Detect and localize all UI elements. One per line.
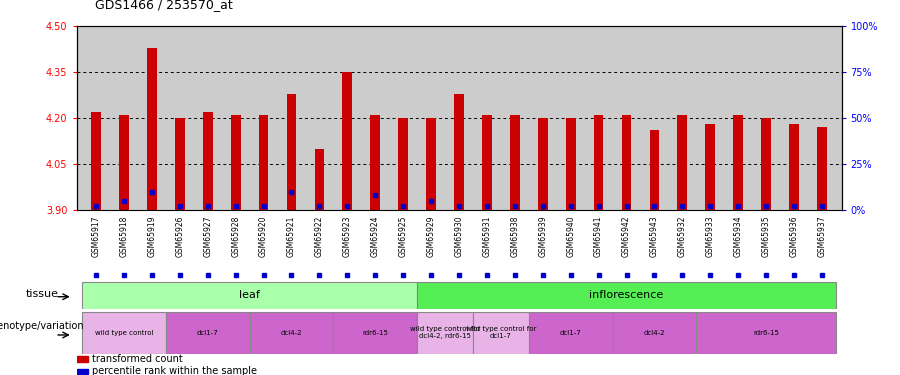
Bar: [333, 312, 417, 354]
Bar: [371, 115, 380, 210]
Bar: [473, 312, 529, 354]
Text: GSM65931: GSM65931: [482, 215, 491, 257]
Text: GSM65919: GSM65919: [148, 215, 157, 257]
Bar: [147, 48, 157, 210]
Bar: [613, 312, 697, 354]
Bar: [175, 118, 184, 210]
Bar: [76, 369, 88, 374]
Bar: [166, 312, 249, 354]
Bar: [417, 282, 836, 309]
Text: GSM65940: GSM65940: [566, 215, 575, 257]
Text: dcl1-7: dcl1-7: [197, 330, 219, 336]
Text: GSM65930: GSM65930: [454, 215, 464, 257]
Text: GDS1466 / 253570_at: GDS1466 / 253570_at: [94, 0, 232, 11]
Bar: [119, 115, 129, 210]
Bar: [230, 115, 240, 210]
Bar: [761, 118, 771, 210]
Bar: [258, 115, 268, 210]
Text: GSM65936: GSM65936: [789, 215, 798, 257]
Bar: [76, 356, 88, 362]
Text: GSM65922: GSM65922: [315, 215, 324, 257]
Text: rdr6-15: rdr6-15: [363, 330, 388, 336]
Bar: [697, 312, 836, 354]
Text: GSM65943: GSM65943: [650, 215, 659, 257]
Text: GSM65942: GSM65942: [622, 215, 631, 257]
Bar: [454, 94, 464, 210]
Bar: [529, 312, 613, 354]
Text: GSM65932: GSM65932: [678, 215, 687, 257]
Text: percentile rank within the sample: percentile rank within the sample: [92, 366, 256, 375]
Text: GSM65938: GSM65938: [510, 215, 519, 257]
Bar: [417, 312, 473, 354]
Bar: [91, 112, 101, 210]
Text: genotype/variation: genotype/variation: [0, 321, 85, 332]
Text: wild type control: wild type control: [94, 330, 153, 336]
Text: leaf: leaf: [239, 290, 260, 300]
Text: GSM65933: GSM65933: [706, 215, 715, 257]
Text: dcl4-2: dcl4-2: [281, 330, 302, 336]
Text: inflorescence: inflorescence: [590, 290, 663, 300]
Text: GSM65941: GSM65941: [594, 215, 603, 257]
Bar: [622, 115, 632, 210]
Bar: [817, 127, 827, 210]
Bar: [82, 282, 417, 309]
Text: wild type control for
dcl1-7: wild type control for dcl1-7: [465, 326, 536, 339]
Bar: [482, 115, 491, 210]
Bar: [249, 312, 333, 354]
Bar: [789, 124, 799, 210]
Text: GSM65939: GSM65939: [538, 215, 547, 257]
Bar: [202, 112, 212, 210]
Text: dcl1-7: dcl1-7: [560, 330, 581, 336]
Bar: [314, 149, 324, 210]
Bar: [538, 118, 547, 210]
Text: GSM65929: GSM65929: [427, 215, 436, 257]
Bar: [427, 118, 436, 210]
Text: GSM65918: GSM65918: [120, 215, 129, 257]
Text: GSM65927: GSM65927: [203, 215, 212, 257]
Text: GSM65920: GSM65920: [259, 215, 268, 257]
Text: GSM65924: GSM65924: [371, 215, 380, 257]
Bar: [82, 312, 166, 354]
Text: GSM65937: GSM65937: [817, 215, 826, 257]
Bar: [706, 124, 716, 210]
Bar: [566, 118, 576, 210]
Text: GSM65934: GSM65934: [734, 215, 742, 257]
Bar: [594, 115, 604, 210]
Bar: [734, 115, 743, 210]
Bar: [286, 94, 296, 210]
Text: dcl4-2: dcl4-2: [644, 330, 665, 336]
Text: tissue: tissue: [25, 289, 58, 299]
Bar: [650, 130, 660, 210]
Text: GSM65928: GSM65928: [231, 215, 240, 257]
Text: GSM65923: GSM65923: [343, 215, 352, 257]
Bar: [678, 115, 688, 210]
Text: wild type control for
dcl4-2, rdr6-15: wild type control for dcl4-2, rdr6-15: [410, 326, 481, 339]
Bar: [399, 118, 408, 210]
Text: rdr6-15: rdr6-15: [753, 330, 779, 336]
Text: GSM65925: GSM65925: [399, 215, 408, 257]
Bar: [342, 72, 352, 210]
Text: GSM65935: GSM65935: [761, 215, 770, 257]
Bar: [510, 115, 519, 210]
Text: GSM65921: GSM65921: [287, 215, 296, 257]
Text: transformed count: transformed count: [92, 354, 183, 364]
Text: GSM65917: GSM65917: [92, 215, 101, 257]
Text: GSM65926: GSM65926: [176, 215, 184, 257]
